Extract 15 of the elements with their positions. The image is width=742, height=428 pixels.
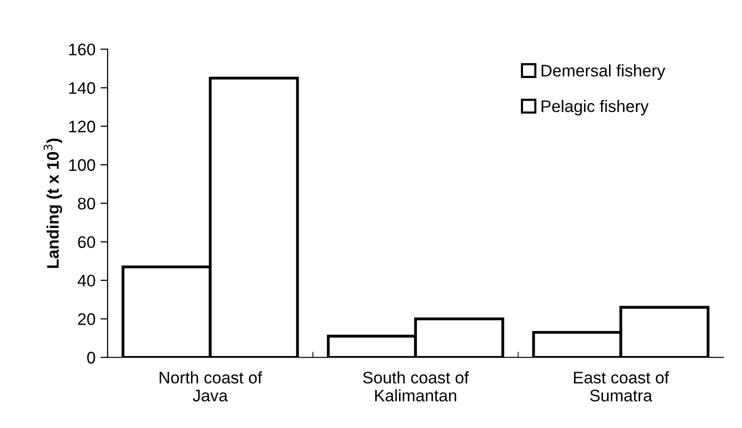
legend-label: Demersal fishery (542, 64, 666, 80)
y-tick-label: 160 (69, 44, 96, 56)
y-axis-title: Landing (t x 10$^{3}$) (44, 138, 62, 268)
x-tick-label: East coast of Sumatra (574, 371, 670, 402)
y-tick-label: 140 (69, 82, 96, 94)
y-tick-label: 100 (69, 159, 96, 171)
x-tick-label: South coast of Kalimantan (363, 371, 469, 402)
legend-label: Pelagic fishery (542, 100, 649, 116)
y-tick-label: 60 (78, 236, 96, 248)
y-tick-label: 80 (78, 198, 96, 210)
x-tick-label: North coast of Java (160, 371, 262, 402)
y-tick-label: 0 (87, 352, 96, 364)
y-tick-label: 40 (78, 274, 96, 287)
y-tick-label: 120 (69, 120, 96, 132)
y-tick-label: 20 (78, 313, 96, 326)
